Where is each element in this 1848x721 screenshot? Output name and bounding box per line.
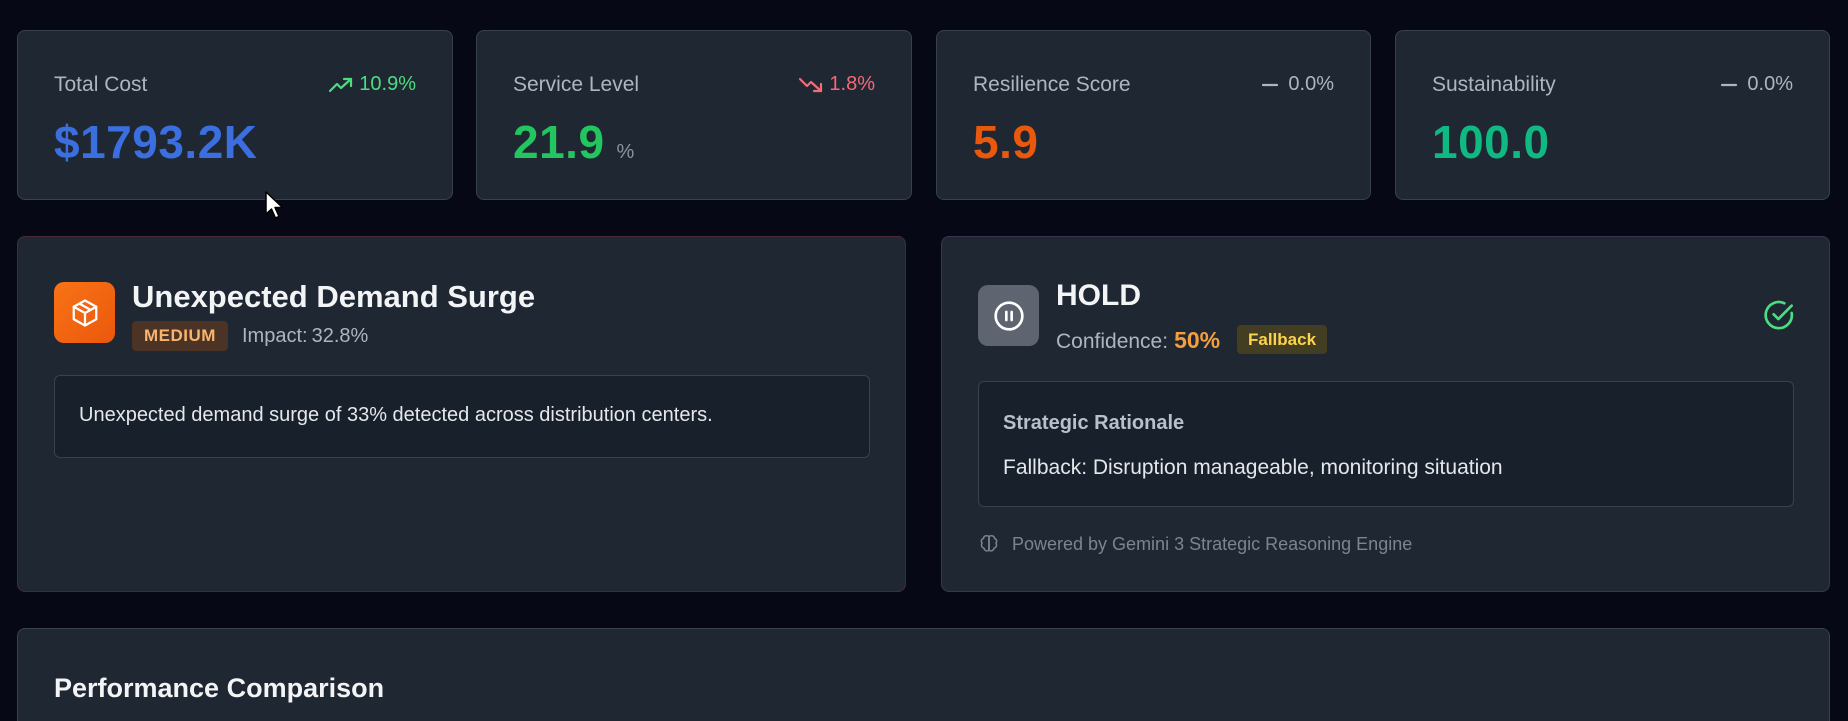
kpi-value-number: 100.0 (1432, 116, 1550, 168)
impact-value: 32.8% (311, 325, 369, 347)
kpi-value-number: 21.9 (513, 116, 605, 168)
pause-icon (978, 285, 1039, 346)
kpi-value: 5.9 (973, 115, 1038, 169)
trending-down-icon (799, 77, 823, 92)
kpi-label: Resilience Score (973, 73, 1131, 96)
performance-card: Performance Comparison (17, 628, 1830, 721)
minus-icon (1262, 83, 1279, 86)
kpi-trend-value: 0.0% (1747, 73, 1793, 95)
kpi-card-resilience-score: Resilience Score 0.0% 5.9 (936, 30, 1371, 200)
minus-icon (1721, 83, 1738, 86)
kpi-value: 100.0 (1432, 115, 1550, 169)
performance-title: Performance Comparison (54, 673, 385, 703)
kpi-trend: 0.0% (1717, 73, 1793, 96)
rationale-text: Fallback: Disruption manageable, monitor… (1003, 456, 1503, 479)
impact-label: Impact: (242, 325, 308, 347)
confidence-label: Confidence: (1056, 330, 1169, 353)
kpi-label: Service Level (513, 73, 640, 96)
kpi-label: Total Cost (54, 73, 148, 96)
fallback-badge: Fallback (1237, 325, 1328, 354)
check-circle-icon (1764, 300, 1794, 330)
rationale-box: Strategic Rationale Fallback: Disruption… (978, 381, 1794, 507)
disruption-card: Unexpected Demand Surge MEDIUM Impact: 32… (17, 236, 906, 592)
kpi-card-service-level: Service Level 1.8% 21.9 % (476, 30, 912, 200)
confidence-value: 50% (1174, 327, 1221, 353)
kpi-card-sustainability: Sustainability 0.0% 100.0 (1395, 30, 1830, 200)
severity-badge: MEDIUM (132, 321, 228, 351)
confidence: Confidence: 50% (1056, 327, 1220, 354)
kpi-unit: % (616, 141, 635, 163)
kpi-card-total-cost: Total Cost 10.9% $1793.2K (17, 30, 453, 200)
disruption-description: Unexpected demand surge of 33% detected … (54, 375, 870, 458)
disruption-title: Unexpected Demand Surge (132, 279, 536, 314)
impact-text: Impact: 32.8% (242, 325, 368, 348)
kpi-value-number: 5.9 (973, 116, 1039, 168)
kpi-trend-value: 0.0% (1288, 73, 1334, 95)
mouse-cursor-icon (265, 191, 284, 219)
kpi-trend-value: 10.9% (359, 73, 416, 95)
package-icon (54, 282, 115, 343)
kpi-value: $1793.2K (54, 115, 258, 169)
kpi-label: Sustainability (1432, 73, 1556, 96)
kpi-value-number: $1793.2K (54, 116, 258, 168)
powered-by: Powered by Gemini 3 Strategic Reasoning … (978, 533, 1412, 555)
trending-up-icon (329, 77, 353, 92)
kpi-value: 21.9 % (513, 115, 635, 169)
kpi-trend-value: 1.8% (829, 73, 875, 95)
powered-by-text: Powered by Gemini 3 Strategic Reasoning … (1012, 533, 1413, 554)
kpi-trend: 10.9% (329, 73, 416, 96)
decision-card: HOLD Confidence: 50% Fallback Strategic … (941, 236, 1830, 592)
rationale-title: Strategic Rationale (1003, 412, 1185, 434)
kpi-trend: 0.0% (1258, 73, 1334, 96)
decision-action: HOLD (1056, 279, 1141, 312)
kpi-trend: 1.8% (799, 73, 875, 96)
brain-icon (980, 534, 998, 552)
